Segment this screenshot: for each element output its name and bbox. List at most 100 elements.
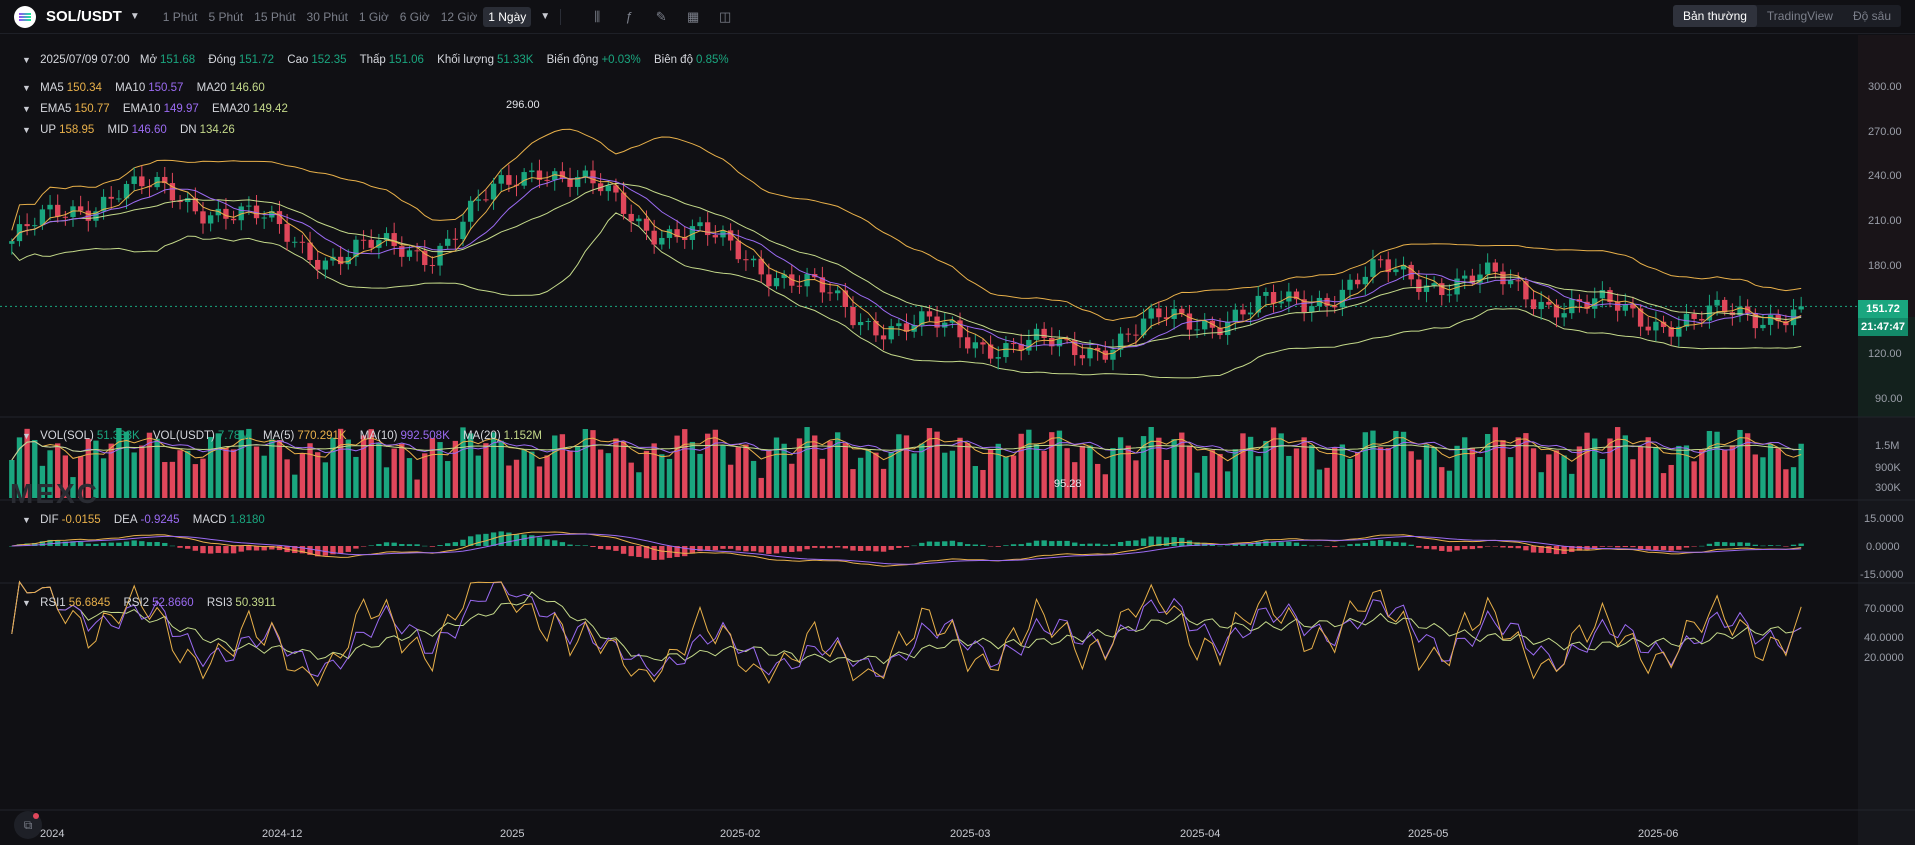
candle-body <box>253 205 260 219</box>
candle-body <box>460 221 466 240</box>
macd-histogram-bar <box>1240 543 1246 546</box>
vol-ma5-label: MA(5) <box>263 430 295 442</box>
macd-histogram-bar <box>414 544 420 546</box>
volume-bar <box>552 435 558 498</box>
macd-histogram-bar <box>559 542 566 546</box>
camera-icon[interactable]: ◫ <box>719 8 732 24</box>
candle-body <box>628 213 634 222</box>
rsi2-label: RSI2 <box>123 597 150 609</box>
volume-bar <box>185 450 191 498</box>
ema-legend[interactable]: ▼ EMA5 150.77 EMA10 149.97 EMA20 149.42 <box>22 103 298 115</box>
candle-body <box>1737 306 1743 316</box>
chart-area[interactable]: MEXC ▼ 2025/07/09 07:00 Mở 151.68 Đóng 151… <box>0 35 1915 845</box>
rsi1-line <box>11 580 1802 687</box>
layout-grid-icon[interactable]: ▦ <box>687 8 700 24</box>
volume-bar <box>1546 454 1552 498</box>
candle-body <box>307 242 313 260</box>
macd-histogram-bar <box>766 546 772 554</box>
interval-30m[interactable]: 30 Phút <box>306 9 348 24</box>
layers-button[interactable]: ⧉ <box>14 811 42 839</box>
candle-body <box>1309 306 1315 313</box>
macd-histogram-bar <box>544 539 550 546</box>
interval-12h[interactable]: 12 Giờ <box>440 9 478 24</box>
candle-body <box>299 241 306 243</box>
candle-body <box>1377 259 1384 261</box>
candle-body <box>70 206 76 218</box>
view-normal[interactable]: Bản thường <box>1672 5 1757 27</box>
collapse-icon[interactable]: ▼ <box>22 515 31 525</box>
volume-bar <box>903 435 910 498</box>
volume-bar <box>429 438 436 498</box>
chevron-down-icon[interactable]: ▼ <box>129 11 140 22</box>
collapse-icon[interactable]: ▼ <box>22 83 31 93</box>
rsi1-label: RSI1 <box>40 597 66 609</box>
volume-bar <box>995 443 1001 498</box>
interval-more-icon[interactable]: ▼ <box>540 11 551 22</box>
collapse-icon[interactable]: ▼ <box>22 598 31 608</box>
view-depth[interactable]: Độ sâu <box>1852 9 1891 23</box>
view-tradingview[interactable]: TradingView <box>1766 9 1833 23</box>
macd-histogram-bar <box>1156 536 1162 546</box>
macd-histogram-bar <box>1117 542 1124 546</box>
candle-body <box>1500 271 1506 285</box>
volume-bar <box>1515 437 1521 498</box>
volume-legend[interactable]: ▼ VOL(SOL) 51.333K VOL(USDT) 7.78M MA(5) 77… <box>22 430 552 442</box>
macd-histogram-bar <box>383 542 390 546</box>
volume-bar <box>750 460 757 498</box>
collapse-icon[interactable]: ▼ <box>22 55 31 65</box>
candle-body <box>1041 328 1047 338</box>
macd-histogram-bar <box>391 542 397 546</box>
macd-histogram-bar <box>1301 544 1307 546</box>
macd-histogram-bar <box>1270 541 1277 546</box>
volume-bar <box>666 458 673 498</box>
rsi3-value: 50.3911 <box>235 597 277 609</box>
boll-legend[interactable]: ▼ UP 158.95 MID 146.60 DN 134.26 <box>22 124 245 136</box>
vol-ma20-value: 1.152M <box>503 430 543 442</box>
boll-upper-line <box>11 128 1802 322</box>
macd-histogram-bar <box>850 546 856 551</box>
candle-body <box>414 250 420 252</box>
macd-histogram-bar <box>1423 546 1430 549</box>
interval-5m[interactable]: 5 Phút <box>208 9 244 24</box>
collapse-icon[interactable]: ▼ <box>22 431 31 441</box>
candle-type-icon[interactable]: ⫼ <box>594 8 601 24</box>
ma5-label: MA5 <box>40 82 64 94</box>
macd-histogram-bar <box>529 535 535 546</box>
candle-body <box>139 176 145 187</box>
volume-bar <box>1492 427 1498 498</box>
rsi-legend[interactable]: ▼ RSI1 56.6845 RSI2 52.8660 RSI3 50.3911 <box>22 597 286 609</box>
macd-histogram-bar <box>743 546 749 552</box>
candle-body <box>544 179 550 181</box>
interval-1m[interactable]: 1 Phút <box>162 9 198 24</box>
candle-body <box>1148 308 1154 319</box>
candle-body <box>467 200 474 222</box>
macd-legend[interactable]: ▼ DIF -0.0155 DEA -0.9245 MACD 1.8180 <box>22 514 275 526</box>
interval-1d[interactable]: 1 Ngày <box>483 6 532 27</box>
candle-body <box>1469 275 1476 283</box>
draw-pen-icon[interactable]: ✎ <box>655 8 667 24</box>
candle-body <box>1714 299 1720 306</box>
macd-histogram-bar <box>475 534 481 546</box>
change-label: Biến động <box>546 54 599 66</box>
candle-body <box>674 229 680 238</box>
macd-histogram-bar <box>521 534 527 546</box>
candle-body <box>100 196 107 212</box>
interval-6h[interactable]: 6 Giờ <box>399 9 430 24</box>
macd-histogram-bar <box>1439 546 1445 551</box>
macd-label: MACD <box>192 514 227 526</box>
kline-chart[interactable] <box>0 35 1915 845</box>
collapse-icon[interactable]: ▼ <box>22 104 31 114</box>
indicator-icon[interactable]: ƒ <box>625 8 633 24</box>
volume-bar <box>299 453 306 498</box>
interval-1h[interactable]: 1 Giờ <box>358 9 389 24</box>
macd-histogram-bar <box>1332 546 1338 548</box>
symbol-name[interactable]: SOL/USDT <box>46 8 122 25</box>
macd-histogram-bar <box>1347 544 1353 546</box>
macd-histogram-bar <box>773 546 780 554</box>
collapse-icon[interactable]: ▼ <box>22 125 31 135</box>
macd-histogram-bar <box>972 544 978 546</box>
ma10-label: MA10 <box>115 82 146 94</box>
ma-legend[interactable]: ▼ MA5 150.34 MA10 150.57 MA20 146.60 <box>22 82 275 94</box>
interval-15m[interactable]: 15 Phút <box>254 9 296 24</box>
volume-bar <box>674 435 680 498</box>
